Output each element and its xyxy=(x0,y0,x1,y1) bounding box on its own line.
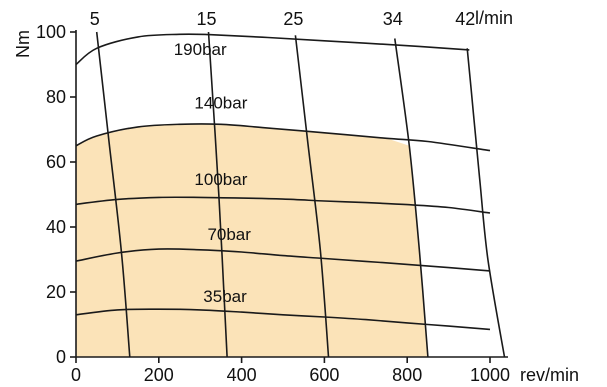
flow-curves-layer xyxy=(95,31,506,358)
pressure-label-35bar: 35bar xyxy=(203,287,247,306)
flow-line-25 xyxy=(294,35,330,358)
flow-tick-label: 25 xyxy=(283,9,303,29)
pressure-line-140bar xyxy=(75,123,491,152)
flow-tick-label: 42 xyxy=(455,9,475,29)
pressure-label-190bar: 190bar xyxy=(174,40,227,59)
x-tick-label: 400 xyxy=(227,365,257,385)
top-axis-label: l/min xyxy=(475,8,513,28)
x-axis-label: rev/min xyxy=(520,365,579,385)
flow-line-5 xyxy=(95,31,131,358)
x-tick-label: 200 xyxy=(144,365,174,385)
y-tick-label: 100 xyxy=(36,22,66,42)
flow-tick-label: 34 xyxy=(383,9,403,29)
flow-line-15 xyxy=(207,31,228,358)
x-tick-label: 600 xyxy=(309,365,339,385)
pressure-curves-layer xyxy=(75,33,491,331)
shaded-operating-region xyxy=(76,124,428,357)
pressure-line-100bar xyxy=(75,196,491,214)
flow-line-42 xyxy=(466,48,506,358)
pressure-line-70bar xyxy=(75,248,491,272)
y-tick-label: 60 xyxy=(46,152,66,172)
y-tick-label: 80 xyxy=(46,87,66,107)
x-tick-label: 0 xyxy=(71,365,81,385)
y-tick-label: 0 xyxy=(56,347,66,367)
x-tick-label: 800 xyxy=(392,365,422,385)
y-axis-label: Nm xyxy=(13,30,33,58)
y-tick-label: 20 xyxy=(46,282,66,302)
flow-tick-label: 15 xyxy=(196,9,216,29)
pressure-label-100bar: 100bar xyxy=(194,170,247,189)
y-tick-label: 40 xyxy=(46,217,66,237)
pressure-label-140bar: 140bar xyxy=(194,93,247,112)
pressure-line-190bar xyxy=(75,33,470,66)
flow-line-34 xyxy=(394,38,429,358)
pressure-line-35bar xyxy=(75,308,491,331)
x-tick-label: 1000 xyxy=(470,365,510,385)
axes-layer xyxy=(70,30,508,363)
flow-tick-label: 5 xyxy=(90,9,100,29)
pressure-label-70bar: 70bar xyxy=(207,225,251,244)
shaded-region-layer xyxy=(76,124,428,357)
labels-layer: 0 200 400 600 800 1000 0 20 40 60 80 100 5 15 25 34 42 19… xyxy=(36,9,510,385)
